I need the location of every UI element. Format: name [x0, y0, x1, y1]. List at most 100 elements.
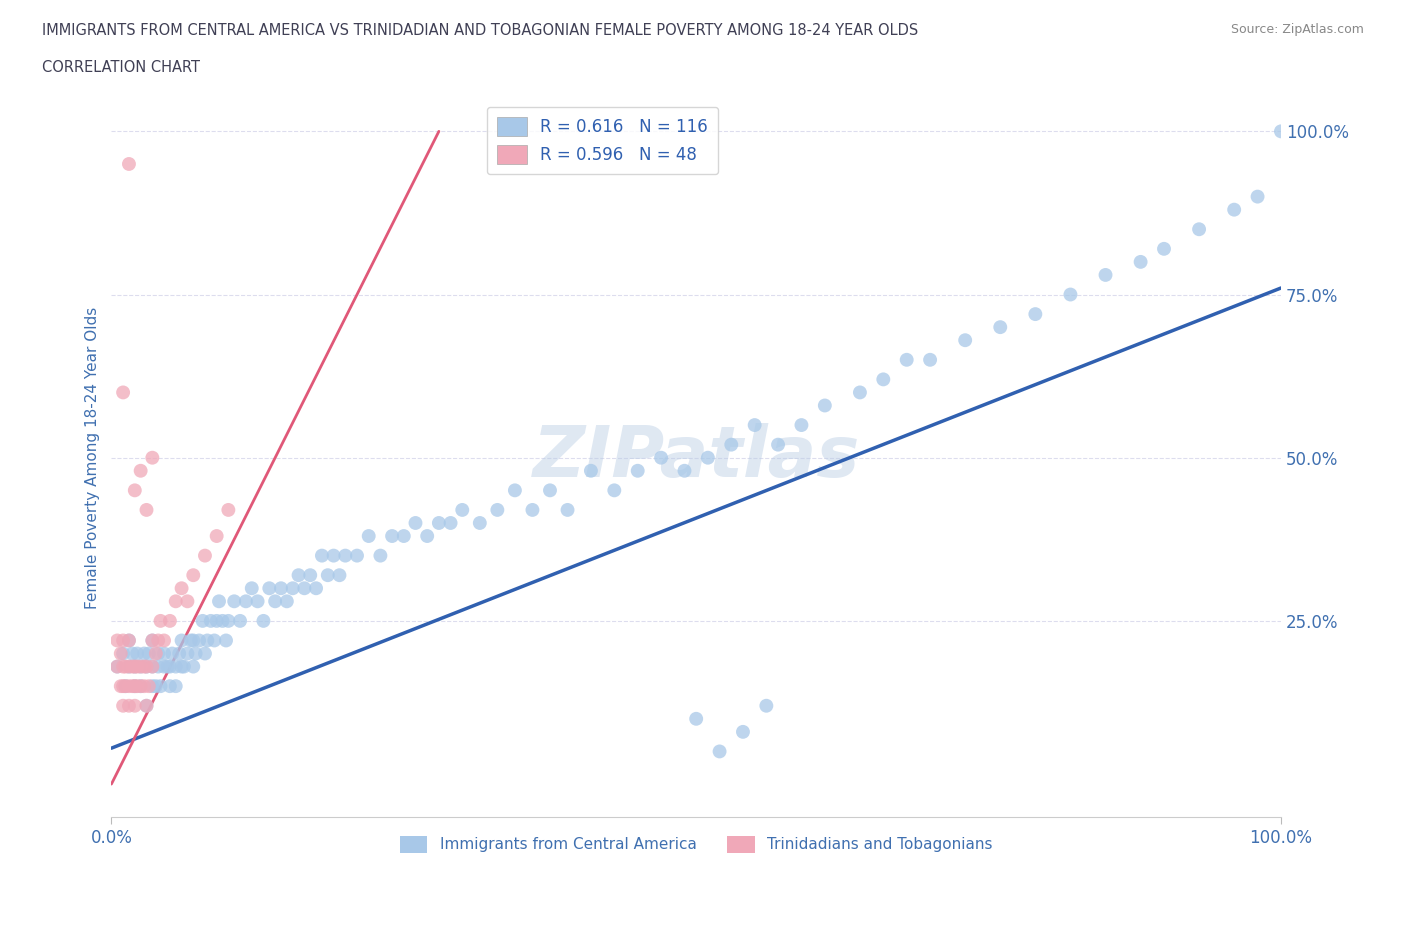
Point [121, 659, 143, 674]
Point [1024, 307, 1046, 322]
Point [112, 679, 135, 694]
Point [538, 483, 561, 498]
Point [744, 418, 766, 432]
Point [112, 646, 135, 661]
Point [696, 450, 718, 465]
Point [1188, 222, 1211, 237]
Point [153, 646, 176, 661]
Point [110, 679, 132, 694]
Point [135, 698, 157, 713]
Point [1246, 189, 1268, 204]
Point [720, 437, 742, 452]
Point [129, 659, 152, 674]
Text: Source: ZipAtlas.com: Source: ZipAtlas.com [1230, 23, 1364, 36]
Point [170, 581, 193, 596]
Point [129, 679, 152, 694]
Point [181, 633, 204, 648]
Text: CORRELATION CHART: CORRELATION CHART [42, 60, 200, 75]
Point [427, 515, 450, 530]
Point [439, 515, 461, 530]
Point [416, 528, 439, 543]
Point [988, 320, 1011, 335]
Point [134, 679, 156, 694]
Point [124, 679, 146, 694]
Point [112, 633, 135, 648]
Point [129, 463, 152, 478]
Point [121, 679, 143, 694]
Point [181, 659, 204, 674]
Point [118, 698, 141, 713]
Y-axis label: Female Poverty Among 18-24 Year Olds: Female Poverty Among 18-24 Year Olds [86, 307, 100, 609]
Point [148, 659, 170, 674]
Point [503, 483, 526, 498]
Point [149, 614, 172, 629]
Point [650, 450, 672, 465]
Point [134, 646, 156, 661]
Point [896, 352, 918, 367]
Point [276, 594, 298, 609]
Point [138, 679, 160, 694]
Point [118, 633, 141, 648]
Point [208, 594, 231, 609]
Point [194, 548, 217, 563]
Point [112, 659, 135, 674]
Point [205, 528, 228, 543]
Point [138, 646, 160, 661]
Point [335, 548, 357, 563]
Point [673, 463, 696, 478]
Point [129, 679, 152, 694]
Point [1129, 255, 1152, 270]
Point [305, 581, 328, 596]
Legend: Immigrants from Central America, Trinidadians and Tobagonians: Immigrants from Central America, Trinida… [394, 830, 998, 859]
Point [287, 567, 309, 582]
Point [124, 483, 146, 498]
Point [159, 614, 181, 629]
Point [134, 659, 156, 674]
Point [141, 679, 163, 694]
Point [181, 567, 204, 582]
Point [112, 698, 135, 713]
Text: ZIPatlas: ZIPatlas [533, 423, 860, 492]
Point [176, 594, 198, 609]
Point [229, 614, 252, 629]
Point [731, 724, 754, 739]
Point [159, 679, 181, 694]
Point [170, 659, 193, 674]
Point [200, 614, 222, 629]
Point [246, 594, 269, 609]
Point [127, 679, 149, 694]
Point [145, 679, 167, 694]
Point [264, 594, 287, 609]
Point [153, 659, 176, 674]
Point [165, 594, 187, 609]
Point [118, 659, 141, 674]
Point [114, 659, 136, 674]
Point [145, 646, 167, 661]
Point [322, 548, 344, 563]
Point [451, 502, 474, 517]
Point [141, 659, 163, 674]
Point [118, 679, 141, 694]
Point [176, 646, 198, 661]
Point [195, 633, 218, 648]
Point [392, 528, 415, 543]
Point [202, 633, 225, 648]
Point [270, 581, 292, 596]
Point [153, 633, 176, 648]
Point [235, 594, 257, 609]
Point [849, 385, 872, 400]
Point [135, 659, 157, 674]
Point [370, 548, 392, 563]
Point [766, 437, 789, 452]
Point [127, 646, 149, 661]
Point [165, 659, 187, 674]
Point [627, 463, 650, 478]
Point [872, 372, 894, 387]
Point [124, 659, 146, 674]
Point [118, 659, 141, 674]
Point [114, 679, 136, 694]
Point [205, 614, 228, 629]
Point [217, 502, 239, 517]
Point [685, 711, 707, 726]
Point [579, 463, 602, 478]
